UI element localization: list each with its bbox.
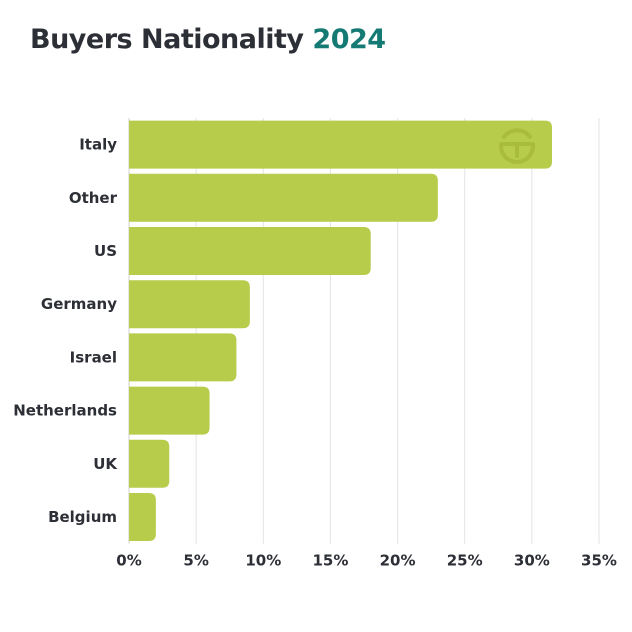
bar-italy [129,120,552,169]
bar-other [129,173,438,222]
bar-belgium [129,493,156,541]
bar-netherlands [129,386,210,435]
bar-layer [129,120,552,541]
x-tick-label: 25% [447,552,483,570]
x-tick-label: 15% [312,552,348,570]
logo-layer [499,128,535,164]
category-label-layer: Italy Other US Germany Israel Netherlands UK Be… [13,136,118,526]
brand-logo-icon [499,128,535,164]
x-tick-label: 0% [116,552,141,570]
category-label: Germany [41,295,117,313]
tick-label-layer: 0% 5% 10% 15% 20% 25% 30% 35% [116,552,617,570]
category-label: Italy [79,136,117,154]
x-tick-label: 35% [581,552,617,570]
bar-uk [129,439,170,488]
x-tick-label: 10% [245,552,281,570]
x-tick-label: 30% [514,552,550,570]
category-label: UK [93,455,118,473]
x-tick-label: 20% [380,552,416,570]
category-label: Other [69,189,118,207]
chart-title: Buyers Nationality 2024 [30,24,386,55]
category-label: Israel [70,348,117,366]
category-label: Netherlands [13,402,117,420]
category-label: US [94,242,117,260]
chart-title-year: 2024 [312,24,386,55]
bar-us [129,227,371,275]
chart-title-main: Buyers Nationality [30,24,304,55]
x-tick-label: 5% [183,552,208,570]
bar-israel [129,333,237,382]
category-label: Belgium [48,508,117,526]
bar-germany [129,280,250,329]
